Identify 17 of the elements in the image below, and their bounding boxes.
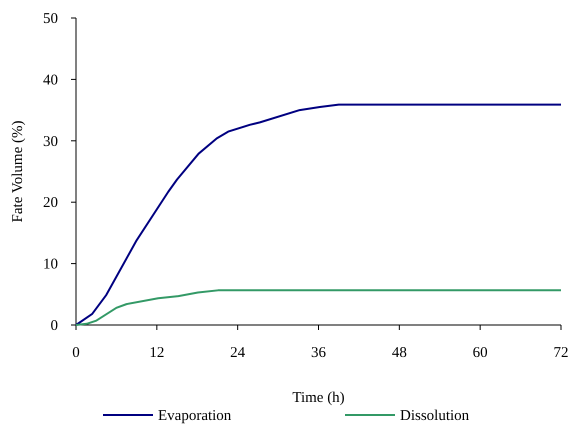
x-tick-label: 48 <box>392 345 407 361</box>
y-tick-label: 20 <box>43 195 58 212</box>
x-tick-label: 0 <box>72 345 80 361</box>
y-tick-label: 0 <box>50 318 58 334</box>
x-tick-label: 60 <box>472 345 488 361</box>
legend-label: Dissolution <box>400 408 470 424</box>
x-tick-label: 12 <box>149 345 164 361</box>
y-tick-label: 50 <box>43 11 58 27</box>
y-tick-label: 30 <box>43 134 58 150</box>
y-tick-label: 40 <box>43 72 58 88</box>
y-tick-label: 10 <box>43 256 58 273</box>
x-tick-label: 24 <box>230 345 246 361</box>
y-axis-title: Fate Volume (%) <box>10 120 26 222</box>
legend-label: Evaporation <box>158 408 232 424</box>
x-tick-label: 36 <box>311 345 326 361</box>
x-axis-title: Time (h) <box>292 390 345 406</box>
x-tick-label: 72 <box>554 345 568 361</box>
